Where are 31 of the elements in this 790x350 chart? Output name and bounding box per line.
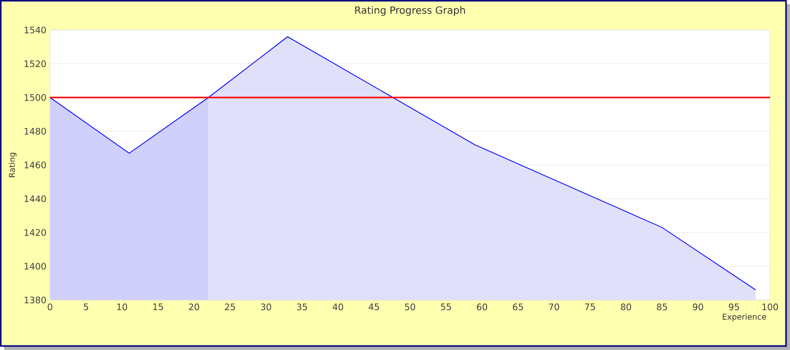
y-tick-label: 1480 bbox=[24, 128, 46, 135]
y-tick-label: 1460 bbox=[24, 162, 46, 168]
x-tick-label: 70 bbox=[549, 304, 560, 310]
x-tick-label: 0 bbox=[48, 304, 52, 310]
x-tick-label: 80 bbox=[620, 304, 632, 310]
chart-title: Rating Progress Graph bbox=[355, 6, 465, 16]
y-tick-label: 1420 bbox=[24, 229, 46, 236]
y-tick-label: 1540 bbox=[24, 26, 46, 34]
x-tick-label: 35 bbox=[296, 304, 307, 310]
x-tick-label: 50 bbox=[404, 304, 416, 310]
x-tick-label: 30 bbox=[260, 304, 272, 310]
x-tick-label: 75 bbox=[585, 304, 595, 310]
x-tick-label: 55 bbox=[440, 304, 451, 310]
y-tick-label: 1400 bbox=[24, 262, 46, 270]
x-tick-label: 95 bbox=[728, 304, 739, 310]
x-tick-label: 40 bbox=[332, 304, 344, 310]
x-tick-label: 10 bbox=[117, 304, 128, 310]
y-tick-label: 1440 bbox=[24, 195, 46, 202]
x-tick-label: 60 bbox=[476, 304, 488, 310]
y-tick-label: 1500 bbox=[24, 94, 46, 101]
x-tick-label: 15 bbox=[153, 304, 163, 310]
x-tick-label: 65 bbox=[512, 304, 523, 310]
x-tick-label: 90 bbox=[692, 304, 704, 310]
x-tick-label: 85 bbox=[656, 304, 667, 310]
x-tick-label: 20 bbox=[188, 304, 200, 310]
x-tick-label: 45 bbox=[368, 304, 379, 310]
x-tick-label: 100 bbox=[762, 304, 778, 310]
x-tick-label: 5 bbox=[84, 304, 88, 310]
y-tick-label: 1380 bbox=[24, 296, 46, 304]
y-tick-label: 1520 bbox=[24, 60, 46, 68]
x-tick-label: 25 bbox=[224, 304, 235, 310]
